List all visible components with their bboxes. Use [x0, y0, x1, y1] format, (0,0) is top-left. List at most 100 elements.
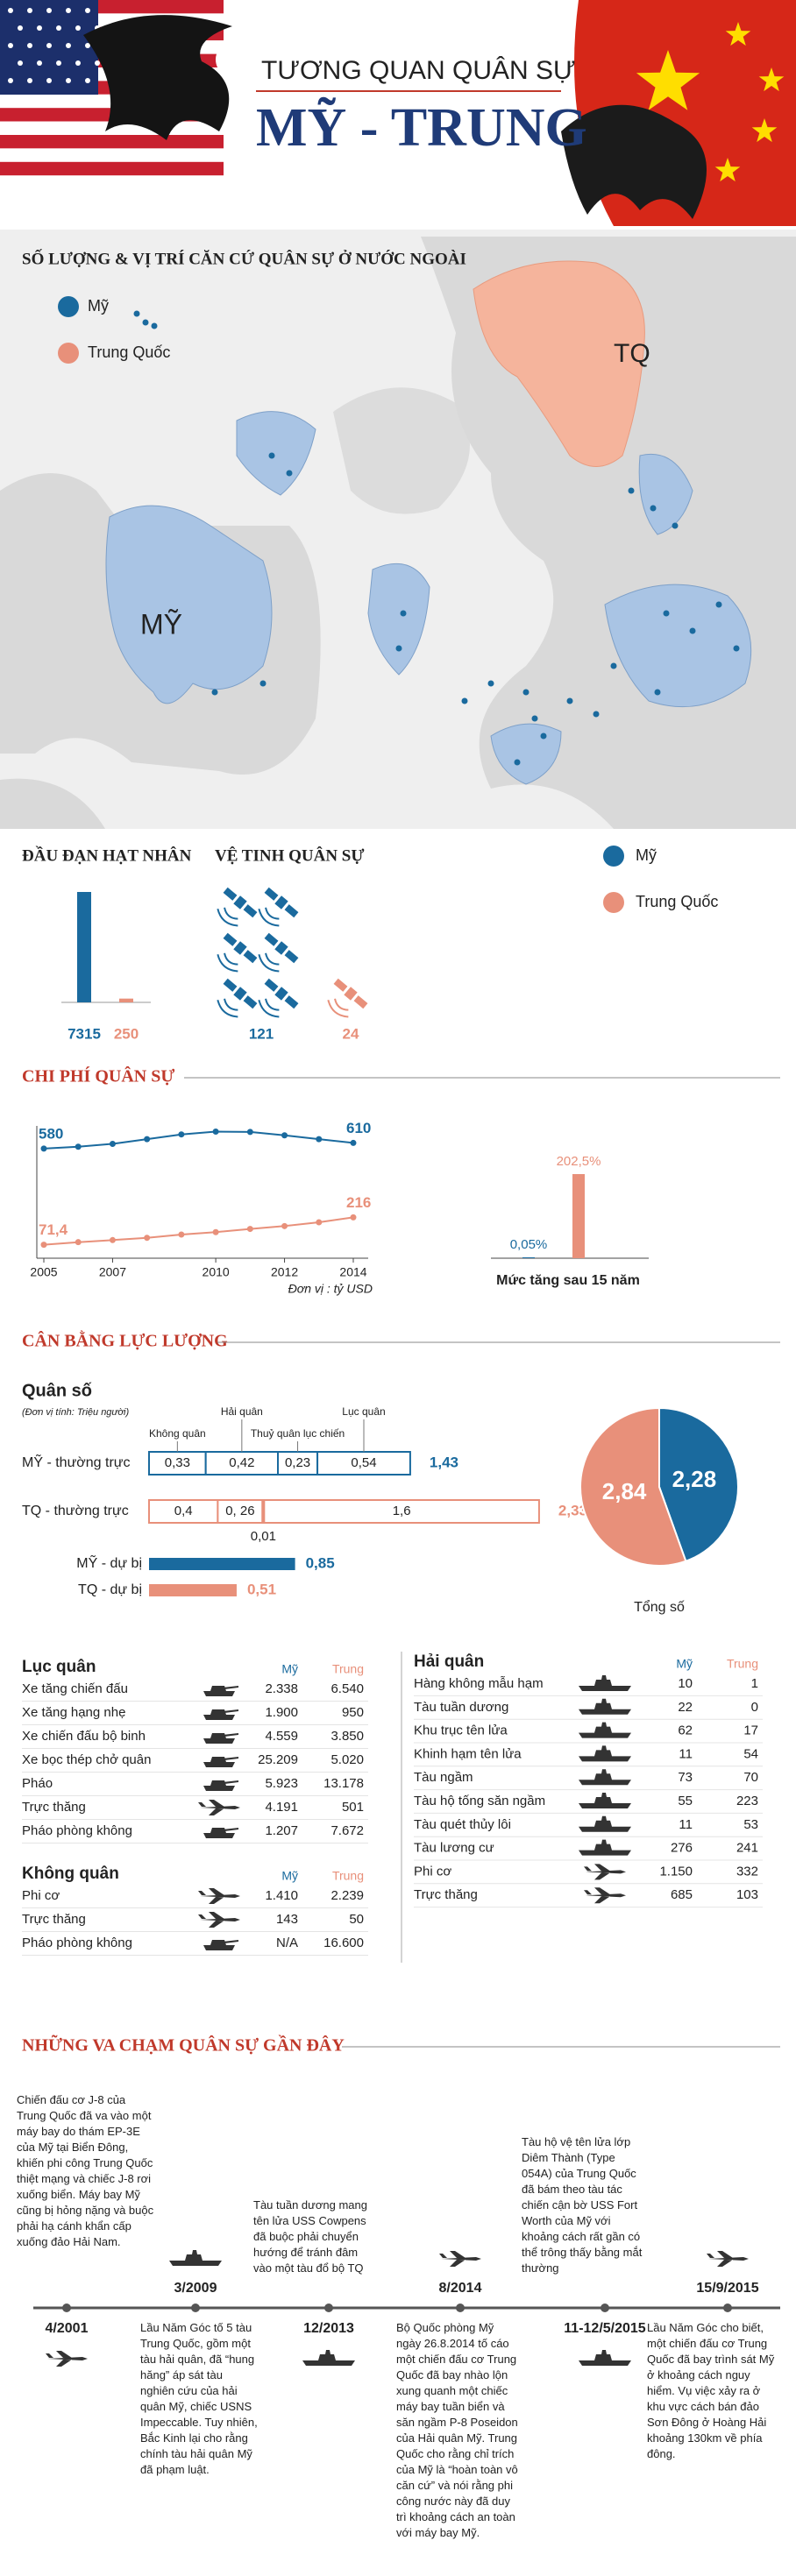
bar: [572, 1174, 585, 1258]
silhouette: [203, 1828, 238, 1838]
flag-star: [75, 60, 81, 66]
satellite-body: [274, 987, 288, 1001]
total-label: 1,43: [430, 1454, 458, 1470]
value-label: 2,84: [602, 1478, 647, 1504]
equipment-icon: [203, 1733, 238, 1744]
value-label: 0,85: [306, 1554, 335, 1571]
equipment-icon: [198, 1800, 240, 1815]
value-label: 0,54: [351, 1455, 376, 1470]
satellite-panel: [264, 978, 279, 992]
flag-star: [751, 118, 778, 143]
silhouette: [203, 1686, 238, 1696]
flag-star: [56, 25, 61, 31]
map-title: SỐ LƯỢNG & VỊ TRÍ CĂN CỨ QUÂN SỰ Ở NƯỚC …: [22, 249, 466, 268]
cell: 3.850: [330, 1729, 364, 1744]
flag-star: [758, 67, 785, 92]
value-label: 0,05%: [510, 1237, 548, 1252]
equipment-icon: [198, 1888, 240, 1904]
flag-star: [18, 60, 23, 66]
us-territory: [638, 453, 693, 535]
point: [109, 1236, 116, 1243]
equipment-icon: [579, 1698, 631, 1715]
section-title: CHI PHÍ QUÂN SỰ: [22, 1065, 174, 1086]
x-tick-label: 2010: [203, 1265, 230, 1279]
eagle: [83, 15, 232, 141]
flag-star: [46, 43, 52, 48]
bar: [149, 1558, 295, 1570]
satellite-panel: [264, 932, 279, 946]
category-label: MỸ - dự bị: [76, 1553, 142, 1571]
equipment-icon: [579, 1722, 631, 1738]
cell: 143: [276, 1912, 298, 1927]
cell: 7.672: [330, 1823, 364, 1838]
point: [75, 1239, 82, 1246]
equipment-icon: [579, 1745, 631, 1762]
cell: 70: [743, 1770, 758, 1785]
equipment-icon: [584, 1864, 626, 1880]
cell: 62: [678, 1723, 693, 1738]
flag-star: [27, 8, 32, 13]
value-label: 0,4: [174, 1504, 193, 1518]
silhouette: [198, 1800, 240, 1815]
signal: [217, 907, 238, 927]
base-dot: [663, 610, 670, 617]
land: [333, 387, 470, 514]
signal: [327, 998, 349, 1018]
header-title: TƯƠNG QUAN QUÂN SỰ: [261, 56, 576, 85]
row-label: Tàu lương cư: [414, 1841, 494, 1856]
base-dot: [650, 505, 657, 512]
point: [246, 1226, 253, 1233]
equipment-icon: [579, 1815, 631, 1832]
value-label: 7315: [68, 1025, 101, 1042]
pie-slice: [658, 1406, 740, 1563]
flag-star: [66, 43, 71, 48]
total-label: 2,33: [558, 1502, 587, 1518]
point: [109, 1140, 116, 1147]
event-text: Chiến đấu cơ J-8 của Trung Quốc đã va và…: [17, 2093, 154, 2248]
series-label: Lục quân: [342, 1405, 385, 1418]
cell: 11: [679, 1746, 693, 1761]
point: [178, 1131, 185, 1138]
silhouette: [579, 1769, 631, 1786]
point: [75, 1143, 82, 1150]
silhouette: [579, 1745, 631, 1762]
satellite-group: [217, 887, 299, 1018]
cell: 2.338: [265, 1681, 298, 1696]
cell: 1.900: [265, 1705, 298, 1720]
flag-star: [8, 78, 13, 83]
satellite-panel: [223, 978, 238, 992]
base-dot: [715, 601, 722, 608]
base-dot: [268, 452, 275, 459]
legend-swatch: [58, 296, 79, 317]
cell: 11: [679, 1817, 693, 1832]
event-date: 8/2014: [439, 2281, 482, 2296]
legend-label: Mỹ: [88, 297, 109, 315]
silhouette: [203, 1733, 238, 1744]
column-header: Mỹ: [676, 1657, 693, 1671]
header-subtitle: MỸ - TRUNG: [256, 97, 587, 158]
flag-star: [27, 43, 32, 48]
silhouette: [169, 2250, 222, 2266]
base-dot: [689, 627, 696, 634]
cell: 501: [342, 1800, 364, 1815]
point: [281, 1132, 288, 1139]
table-title: Lục quân: [22, 1658, 96, 1676]
point: [350, 1214, 357, 1221]
cell: 4.559: [265, 1729, 298, 1744]
cell: 276: [671, 1841, 693, 1856]
land: [0, 778, 105, 829]
event-date: 15/9/2015: [696, 2281, 758, 2296]
cell: 6.540: [330, 1681, 364, 1696]
equipment-icon: [579, 2350, 631, 2366]
column-header: Trung: [332, 1662, 364, 1676]
row-label: Pháo: [22, 1776, 53, 1791]
base-dots: [133, 310, 740, 766]
cell: 103: [736, 1887, 758, 1902]
us-territory: [105, 505, 273, 704]
flag-star: [95, 60, 100, 66]
pie-slice: [579, 1406, 687, 1567]
cell: 685: [671, 1887, 693, 1902]
base-dot: [259, 680, 267, 687]
base-dot: [654, 689, 661, 696]
silhouette: [302, 2350, 355, 2366]
